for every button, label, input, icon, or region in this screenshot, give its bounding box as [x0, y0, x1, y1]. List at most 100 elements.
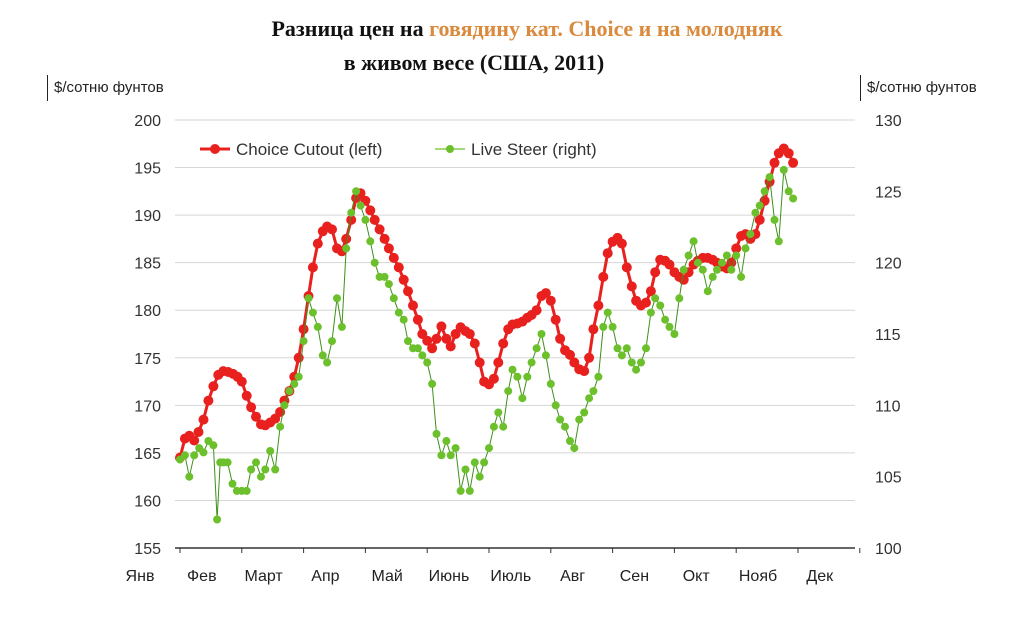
data-point [589, 387, 598, 396]
data-point [784, 187, 793, 196]
data-point [379, 233, 390, 244]
data-point [246, 402, 257, 413]
data-point [599, 322, 608, 331]
x-tick-label: Нояб [739, 568, 777, 585]
data-point [383, 243, 394, 254]
data-point [754, 214, 765, 225]
data-point [598, 271, 609, 282]
data-point [280, 401, 289, 410]
data-point [294, 372, 303, 381]
data-point [464, 329, 475, 339]
data-point [746, 230, 755, 239]
data-point [304, 294, 313, 303]
data-point [588, 324, 599, 335]
data-point [613, 344, 622, 353]
y-right-tick-label: 115 [875, 327, 901, 344]
chart-title-part-b: говядину кат. Choice и на молодняк [429, 16, 783, 41]
data-point [241, 390, 252, 401]
data-point [679, 265, 688, 274]
data-point [493, 357, 504, 368]
data-point [370, 258, 379, 267]
data-point [713, 265, 721, 274]
data-point [561, 422, 569, 431]
data-point [298, 324, 309, 335]
data-point [755, 201, 764, 210]
data-point [213, 515, 222, 524]
y-left-tick-label: 180 [134, 303, 161, 320]
data-point [384, 280, 393, 289]
data-point [627, 358, 636, 367]
data-point [427, 343, 438, 354]
x-tick-label: Июль [490, 568, 531, 585]
data-point [718, 258, 726, 267]
data-point [361, 215, 370, 224]
data-point [645, 286, 656, 297]
data-point [236, 376, 247, 387]
y-left-tick-label: 195 [134, 161, 161, 178]
chart-title-part-a: Разница цен на [271, 16, 430, 41]
y-right-tick-label: 110 [875, 398, 901, 415]
series-live-steer [176, 165, 798, 524]
series-line [178, 146, 795, 458]
x-axis: Янв Фев Март Апр Май Июнь Июль Авг Сен Окт Нояб Дек [126, 547, 861, 585]
x-tick-label: Март [244, 568, 283, 585]
data-point [442, 437, 451, 445]
data-point [285, 387, 294, 396]
data-point [783, 148, 794, 159]
data-point [608, 322, 617, 331]
data-point [789, 194, 798, 203]
data-point [622, 344, 631, 353]
y-axis-left-unit: $/сотню фунтов [47, 75, 164, 101]
data-point [499, 422, 508, 431]
data-point [698, 265, 707, 274]
data-point [779, 165, 788, 174]
data-point [765, 173, 774, 182]
x-tick-label: Янв [126, 568, 155, 585]
x-tick-label: Июнь [429, 568, 470, 585]
data-point [626, 281, 637, 292]
data-point [403, 286, 413, 297]
data-point [366, 237, 375, 246]
data-point [475, 472, 484, 481]
data-point [731, 243, 742, 254]
data-point [650, 267, 661, 278]
chart-title-line-1: Разница цен на говядину кат. Choice и на… [0, 16, 1024, 42]
data-point [412, 314, 423, 325]
data-point [769, 157, 780, 168]
data-point [209, 441, 218, 450]
data-point [637, 358, 645, 367]
data-point [575, 415, 584, 424]
legend-label: Choice Cutout (left) [236, 140, 382, 159]
data-point [347, 208, 356, 217]
data-point [518, 394, 527, 403]
data-point [251, 411, 261, 422]
data-point [498, 338, 509, 349]
data-point [189, 435, 200, 446]
data-point [223, 458, 232, 467]
data-point [489, 422, 498, 431]
data-point [732, 251, 741, 260]
data-point [532, 344, 541, 353]
data-point [708, 272, 717, 281]
data-point [180, 451, 189, 460]
data-point [431, 333, 442, 344]
data-point [504, 387, 513, 396]
x-tick-label: Авг [560, 568, 585, 585]
data-point [693, 258, 702, 267]
y-left-tick-label: 160 [134, 493, 161, 510]
data-point [485, 444, 493, 453]
x-tick-label: Май [372, 568, 403, 585]
data-point [299, 337, 308, 346]
data-point [632, 365, 641, 374]
data-point [341, 233, 352, 244]
data-point [394, 308, 403, 317]
data-point [399, 315, 408, 324]
data-point [432, 429, 441, 438]
y-left-tick-label: 170 [134, 398, 161, 415]
y-left-tick-label: 190 [134, 208, 161, 225]
gridlines [175, 119, 855, 501]
data-point [555, 333, 566, 344]
data-point [271, 465, 280, 474]
data-point [327, 224, 337, 235]
data-point [774, 237, 783, 246]
